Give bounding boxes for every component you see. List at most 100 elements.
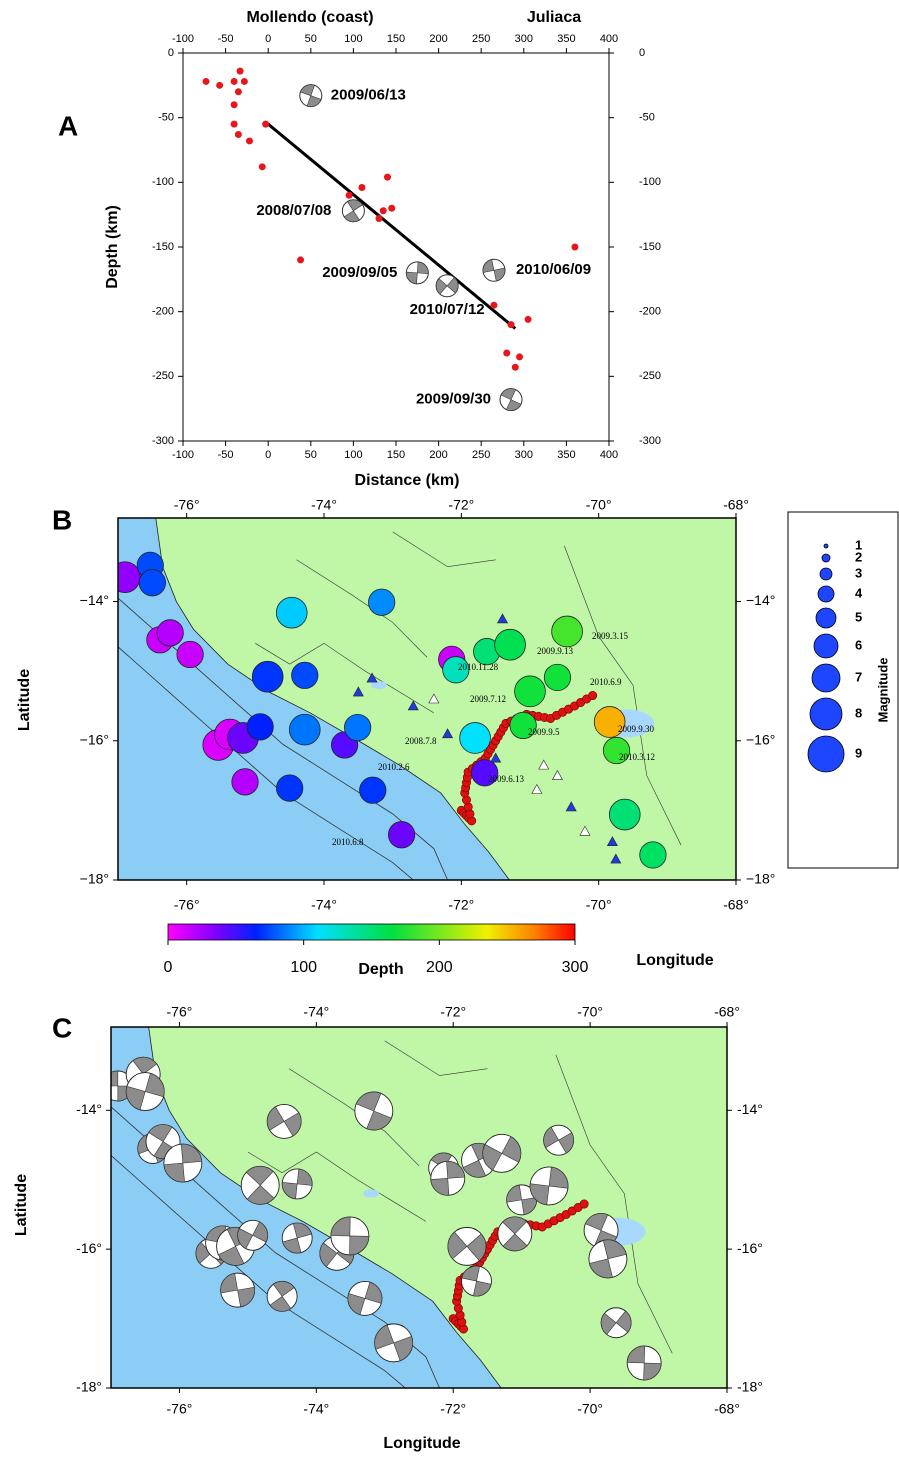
earthquake <box>118 561 141 593</box>
mechanism-quadrant <box>180 1143 203 1164</box>
y-tick-label: −16° <box>746 731 775 747</box>
mechanism-quadrant <box>502 1216 528 1235</box>
earthquake <box>251 660 284 693</box>
mechanism-quadrant <box>505 399 522 411</box>
event-label: 2009.9.30 <box>618 724 655 734</box>
y-tick-label: -300 <box>152 435 174 447</box>
x-tick-label: 150 <box>387 33 405 45</box>
mechanism-quadrant <box>306 95 322 107</box>
hypocenter <box>240 77 248 85</box>
river <box>392 531 496 568</box>
legend-marker <box>817 585 835 603</box>
mechanism-quadrant <box>548 1166 569 1189</box>
mechanism-quadrant <box>482 1144 503 1171</box>
mechanism-label: 2009/06/13 <box>331 87 406 104</box>
earthquake <box>551 615 583 648</box>
x-tick-label: 400 <box>600 449 618 461</box>
mechanism-quadrant <box>220 1273 238 1294</box>
volcano <box>610 853 622 864</box>
mechanism-quadrant <box>283 1112 302 1137</box>
mechanism <box>499 388 523 412</box>
earthquake <box>543 663 572 692</box>
mechanism-quadrant <box>393 1335 413 1362</box>
hypocenter <box>245 137 253 145</box>
volcano <box>579 825 591 836</box>
hypocenter <box>571 243 579 251</box>
event-label: 2010.6.9 <box>590 677 622 687</box>
mechanism-quadrant <box>349 1235 370 1256</box>
earthquake <box>602 736 631 765</box>
legend-label: 9 <box>855 745 862 760</box>
event-label: 2009.6.13 <box>488 774 525 784</box>
legend-label: 2 <box>855 549 862 564</box>
mechanism-quadrant <box>446 1161 466 1179</box>
colorbar-tick-label: 300 <box>562 959 589 976</box>
fit-line <box>267 122 517 330</box>
river <box>255 642 435 714</box>
earthquake <box>471 759 499 787</box>
x-tick-label: -50 <box>218 33 234 45</box>
earthquake <box>291 661 319 689</box>
slab-seismicity <box>588 691 598 701</box>
earthquake <box>639 841 667 869</box>
mechanism-quadrant <box>355 1091 382 1112</box>
hypocenter <box>524 315 532 323</box>
colorbar-tick-label: 200 <box>426 959 453 976</box>
top-label: Juliaca <box>527 9 581 26</box>
map-layer: 2009.3.15 2009.9.13 2010.11.28 2010.6.9 2009… <box>118 518 736 880</box>
x-tick-label: 200 <box>429 33 447 45</box>
mechanism-quadrant <box>626 1345 646 1364</box>
x-tick-label: -50 <box>218 449 234 461</box>
x-tick-label: -100 <box>172 33 194 45</box>
legend-label: 5 <box>855 609 862 624</box>
mechanism-quadrant <box>296 1168 313 1186</box>
mechanism-quadrant <box>269 1295 292 1312</box>
x-tick-label: 300 <box>515 33 533 45</box>
colorbar-label: Depth <box>358 961 403 978</box>
legend-marker <box>809 697 843 731</box>
y-tick-label: -16° <box>76 1240 102 1256</box>
y-tick-label: -50 <box>158 112 174 124</box>
x-tick-label: -76° <box>167 1004 193 1020</box>
volcano <box>551 769 563 780</box>
x-tick-label: 100 <box>344 33 362 45</box>
mechanism-label: 2009/09/05 <box>322 264 397 281</box>
mechanism-quadrant <box>643 1362 662 1381</box>
earthquake <box>276 774 304 802</box>
mechanism-quadrant <box>300 84 315 97</box>
x-axis-label: Longitude <box>636 952 713 969</box>
legend-marker <box>807 735 845 773</box>
legend-label: 1 <box>855 537 862 552</box>
mechanism-quadrant <box>111 1070 119 1087</box>
mechanism-quadrant <box>543 1126 560 1149</box>
y-tick-label: -200 <box>639 306 661 318</box>
slab-seismicity <box>579 1199 589 1209</box>
y-tick-label: −18° <box>80 871 109 887</box>
mechanism-quadrant <box>125 1085 146 1111</box>
mechanism-quadrant <box>330 1216 351 1237</box>
river <box>564 545 682 846</box>
y-tick-label: −14° <box>746 592 775 608</box>
x-tick-label: 0 <box>265 33 271 45</box>
panel-label: C <box>52 1012 72 1043</box>
hypocenter <box>202 77 210 85</box>
legend-label: 6 <box>855 637 862 652</box>
volcano <box>352 686 364 697</box>
mechanism-label: 2010/06/09 <box>516 261 591 278</box>
volcano <box>407 700 419 711</box>
panel-label: A <box>58 110 78 141</box>
mechanism-label: 2010/07/12 <box>410 301 485 318</box>
x-tick-label: -68° <box>714 1401 740 1417</box>
hypocenter <box>230 77 238 85</box>
x-tick-label: -72° <box>448 497 474 513</box>
volcano <box>565 801 577 812</box>
x-tick-label: -100 <box>172 449 194 461</box>
y-tick-label: -250 <box>639 370 661 382</box>
mechanism-quadrant <box>447 1231 468 1260</box>
mechanism-quadrant <box>558 1132 574 1154</box>
legend-marker <box>813 633 839 659</box>
x-tick-label: -74° <box>303 1401 329 1417</box>
mechanism-quadrant <box>347 1293 366 1316</box>
